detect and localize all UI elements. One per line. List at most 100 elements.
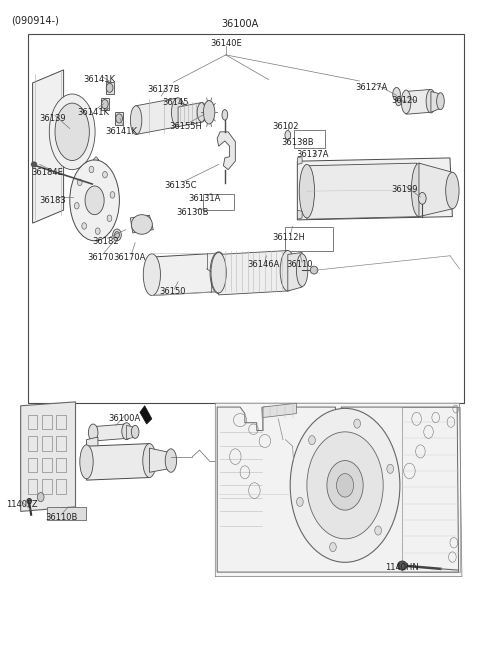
Polygon shape — [140, 405, 152, 424]
Text: 36199: 36199 — [391, 185, 418, 194]
Polygon shape — [93, 157, 99, 160]
Bar — [42, 458, 52, 472]
Ellipse shape — [132, 215, 152, 234]
Text: 36110: 36110 — [287, 261, 313, 269]
Bar — [28, 436, 37, 451]
Ellipse shape — [106, 83, 113, 92]
Text: 36184E: 36184E — [31, 168, 63, 177]
Polygon shape — [86, 437, 98, 454]
Ellipse shape — [197, 102, 207, 122]
Text: 36170A: 36170A — [113, 253, 145, 261]
Ellipse shape — [143, 443, 156, 477]
Polygon shape — [216, 403, 462, 576]
Ellipse shape — [115, 232, 120, 238]
Text: 36141K: 36141K — [106, 127, 138, 136]
Polygon shape — [86, 443, 149, 480]
Polygon shape — [217, 407, 458, 572]
Text: 36150: 36150 — [159, 287, 186, 296]
Ellipse shape — [401, 90, 411, 113]
Ellipse shape — [116, 114, 122, 123]
Ellipse shape — [327, 460, 363, 510]
Ellipse shape — [88, 424, 98, 441]
Ellipse shape — [426, 90, 436, 113]
Text: 36100A: 36100A — [221, 19, 259, 29]
Text: 36182: 36182 — [92, 237, 119, 246]
Ellipse shape — [222, 109, 228, 120]
Ellipse shape — [103, 172, 108, 178]
Text: 36145: 36145 — [162, 98, 189, 107]
Ellipse shape — [446, 172, 459, 209]
Text: 36155H: 36155H — [169, 122, 202, 131]
Text: 36139: 36139 — [40, 114, 66, 123]
Bar — [286, 227, 333, 251]
Polygon shape — [106, 82, 114, 94]
Ellipse shape — [80, 445, 93, 479]
Ellipse shape — [285, 130, 291, 140]
Ellipse shape — [280, 251, 295, 291]
Polygon shape — [297, 157, 302, 164]
Ellipse shape — [85, 186, 104, 215]
Bar — [42, 479, 52, 494]
Polygon shape — [131, 215, 153, 233]
Text: 36130B: 36130B — [176, 208, 209, 217]
Ellipse shape — [165, 449, 177, 472]
Polygon shape — [136, 98, 178, 134]
Bar — [28, 415, 37, 429]
Bar — [57, 436, 66, 451]
Polygon shape — [127, 425, 135, 439]
Text: 36102: 36102 — [272, 122, 299, 131]
Ellipse shape — [411, 163, 427, 217]
Polygon shape — [47, 507, 86, 520]
Polygon shape — [149, 448, 171, 472]
Ellipse shape — [297, 497, 303, 506]
Ellipse shape — [375, 526, 382, 535]
Bar — [28, 458, 37, 472]
Polygon shape — [431, 92, 441, 112]
Ellipse shape — [296, 253, 308, 286]
Ellipse shape — [70, 160, 120, 241]
Polygon shape — [178, 102, 202, 126]
Ellipse shape — [49, 94, 95, 170]
Ellipse shape — [74, 202, 79, 209]
Polygon shape — [21, 402, 75, 512]
Ellipse shape — [82, 223, 86, 229]
Polygon shape — [33, 70, 63, 223]
Ellipse shape — [77, 179, 82, 185]
Ellipse shape — [101, 100, 108, 109]
Polygon shape — [217, 132, 235, 170]
Bar — [57, 415, 66, 429]
Ellipse shape — [397, 561, 407, 570]
Ellipse shape — [393, 88, 400, 100]
Ellipse shape — [307, 432, 383, 539]
Text: 1140FZ: 1140FZ — [6, 500, 37, 510]
Ellipse shape — [419, 193, 426, 204]
Text: 36137A: 36137A — [296, 150, 329, 159]
Ellipse shape — [37, 493, 44, 502]
Polygon shape — [307, 163, 419, 219]
Ellipse shape — [437, 93, 444, 109]
Ellipse shape — [131, 105, 142, 134]
Text: 36137B: 36137B — [147, 85, 180, 94]
Ellipse shape — [210, 252, 227, 293]
Ellipse shape — [31, 162, 37, 167]
Ellipse shape — [299, 164, 314, 218]
Text: 36183: 36183 — [40, 196, 66, 205]
Ellipse shape — [211, 252, 226, 293]
Polygon shape — [297, 210, 302, 219]
Polygon shape — [93, 424, 127, 441]
Ellipse shape — [290, 408, 400, 562]
Ellipse shape — [132, 425, 139, 438]
Text: 36138B: 36138B — [281, 138, 313, 147]
Ellipse shape — [122, 422, 132, 440]
Ellipse shape — [110, 192, 115, 198]
Bar — [57, 479, 66, 494]
Text: 36146A: 36146A — [247, 261, 279, 269]
Ellipse shape — [309, 436, 315, 445]
Polygon shape — [297, 158, 452, 220]
Text: 36100A: 36100A — [108, 415, 141, 423]
Ellipse shape — [336, 474, 354, 497]
Ellipse shape — [89, 166, 94, 173]
Text: 36170: 36170 — [87, 253, 114, 261]
Ellipse shape — [96, 228, 100, 234]
Ellipse shape — [387, 464, 394, 474]
